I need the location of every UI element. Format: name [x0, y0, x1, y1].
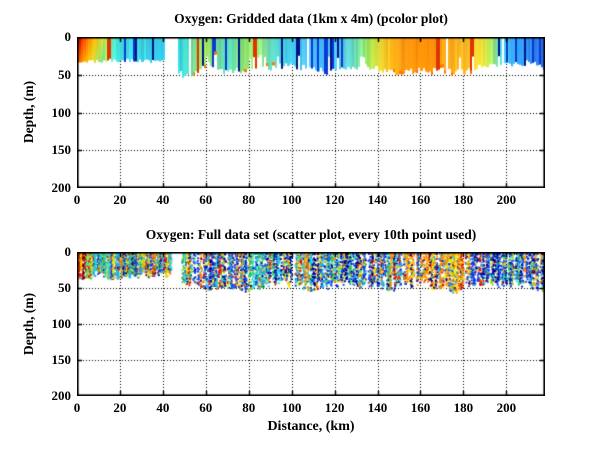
x-tick-label: 20	[113, 192, 127, 207]
pcolor-plot-title: Oxygen: Gridded data (1km x 4m) (pcolor …	[174, 11, 448, 26]
x-tick-label: 180	[453, 192, 474, 207]
y-tick-label: 150	[51, 352, 72, 367]
x-tick-label: 60	[199, 192, 213, 207]
x-tick-label: 160	[410, 192, 431, 207]
pcolor-plot-canvas	[77, 37, 545, 188]
scatter-plot-title: Oxygen: Full data set (scatter plot, eve…	[145, 227, 477, 242]
y-tick-label: 0	[64, 244, 72, 259]
x-tick-label: 40	[156, 400, 170, 415]
x-tick-label: 180	[453, 400, 474, 415]
scatter-plot-canvas	[77, 252, 545, 396]
x-tick-label: 140	[367, 192, 388, 207]
y-tick-label: 100	[51, 316, 72, 331]
x-tick-label: 0	[73, 192, 81, 207]
x-tick-label: 200	[496, 400, 517, 415]
y-tick-label: 200	[51, 388, 72, 403]
scatter-plot-area	[77, 252, 545, 396]
x-tick-label: 160	[410, 400, 431, 415]
x-tick-label: 100	[281, 192, 302, 207]
x-tick-label: 40	[156, 192, 170, 207]
x-tick-label: 200	[496, 192, 517, 207]
x-tick-label: 120	[324, 400, 345, 415]
pcolor-plot-area	[77, 37, 545, 188]
y-tick-label: 100	[51, 104, 72, 120]
x-tick-label: 60	[199, 400, 213, 415]
x-tick-label: 0	[73, 400, 81, 415]
y-tick-label: 50	[58, 66, 71, 82]
x-tick-label: 140	[367, 400, 388, 415]
x-axis-label: Distance, (km)	[267, 419, 355, 434]
x-tick-label: 100	[281, 400, 302, 415]
y-tick-label: 200	[51, 180, 72, 195]
x-tick-label: 120	[324, 192, 345, 207]
x-tick-label: 20	[113, 400, 127, 415]
y-tick-label: 50	[58, 280, 71, 295]
x-tick-label: 80	[242, 400, 256, 415]
y-tick-label: 0	[64, 29, 72, 44]
x-tick-label: 80	[242, 192, 256, 207]
y-tick-label: 150	[51, 142, 72, 158]
